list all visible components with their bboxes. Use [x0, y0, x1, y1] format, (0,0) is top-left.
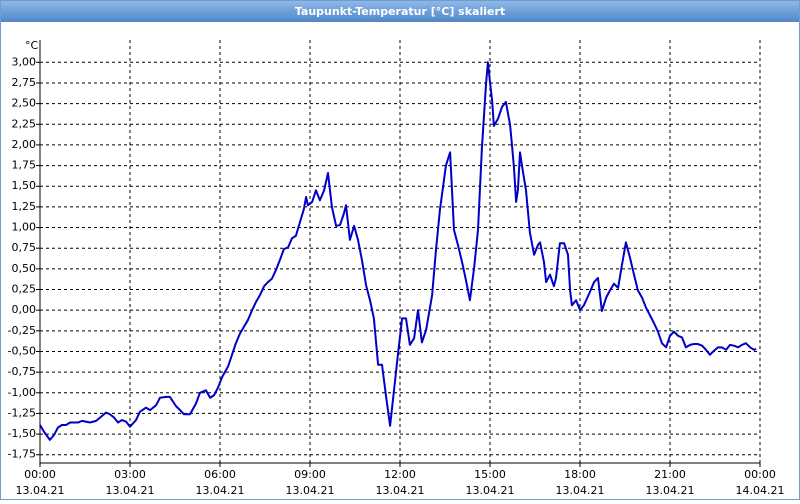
y-tick-label: -0,50 [8, 344, 36, 357]
x-tick-label: 06:00 [204, 468, 236, 481]
y-tick-label: -0,25 [8, 324, 36, 337]
y-tick-label: -0,75 [8, 365, 36, 378]
x-tick-label: 00:00 [744, 468, 776, 481]
y-tick-label: 1,50 [12, 179, 37, 192]
x-tick-date: 13.04.21 [466, 484, 515, 497]
y-tick-label: -1,75 [8, 448, 36, 461]
x-tick-date: 13.04.21 [196, 484, 245, 497]
y-tick-label: 1,25 [12, 200, 37, 213]
x-tick-label: 03:00 [114, 468, 146, 481]
x-tick-date: 13.04.21 [646, 484, 695, 497]
y-tick-label: 3,00 [12, 55, 37, 68]
y-tick-label: 0,75 [12, 241, 37, 254]
y-tick-label: 1,75 [12, 159, 37, 172]
y-tick-label: 0,00 [12, 303, 37, 316]
data-line [39, 61, 757, 441]
x-tick-label: 18:00 [564, 468, 596, 481]
y-tick-label: 1,00 [12, 221, 37, 234]
y-tick-label: 2,25 [12, 117, 37, 130]
x-tick-date: 13.04.21 [286, 484, 335, 497]
chart-title: Taupunkt-Temperatur [°C] skaliert [295, 5, 505, 18]
y-tick-label: 0,25 [12, 283, 37, 296]
y-tick-label: -1,50 [8, 427, 36, 440]
title-bar [1, 1, 799, 22]
y-tick-label: -1,00 [8, 386, 36, 399]
y-tick-label: 0,50 [12, 262, 37, 275]
x-tick-date: 13.04.21 [556, 484, 605, 497]
x-tick-date: 13.04.21 [376, 484, 425, 497]
x-tick-label: 21:00 [654, 468, 686, 481]
y-unit: °C [25, 39, 39, 52]
x-tick-date: 14.04.21 [736, 484, 785, 497]
y-tick-label: -1,25 [8, 406, 36, 419]
x-tick-label: 12:00 [384, 468, 416, 481]
x-tick-label: 00:00 [24, 468, 56, 481]
x-tick-date: 13.04.21 [16, 484, 65, 497]
x-tick-date: 13.04.21 [106, 484, 155, 497]
x-tick-label: 15:00 [474, 468, 506, 481]
y-tick-label: 2,75 [12, 76, 37, 89]
x-tick-label: 09:00 [294, 468, 326, 481]
y-tick-label: 2,50 [12, 97, 37, 110]
y-tick-label: 2,00 [12, 138, 37, 151]
